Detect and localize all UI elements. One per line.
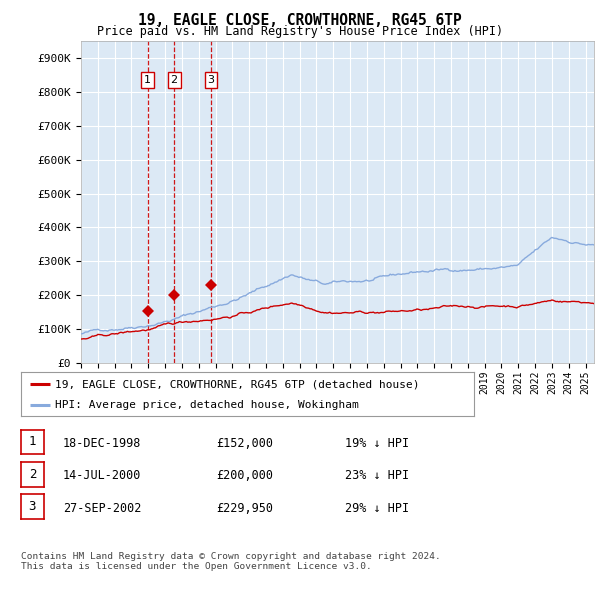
Text: 19, EAGLE CLOSE, CROWTHORNE, RG45 6TP (detached house): 19, EAGLE CLOSE, CROWTHORNE, RG45 6TP (d… bbox=[55, 379, 419, 389]
Text: Price paid vs. HM Land Registry's House Price Index (HPI): Price paid vs. HM Land Registry's House … bbox=[97, 25, 503, 38]
Text: 14-JUL-2000: 14-JUL-2000 bbox=[63, 469, 142, 482]
Text: 19, EAGLE CLOSE, CROWTHORNE, RG45 6TP: 19, EAGLE CLOSE, CROWTHORNE, RG45 6TP bbox=[138, 13, 462, 28]
Text: 3: 3 bbox=[29, 500, 36, 513]
Text: £229,950: £229,950 bbox=[216, 502, 273, 514]
Text: 19% ↓ HPI: 19% ↓ HPI bbox=[345, 437, 409, 450]
Text: 2: 2 bbox=[170, 75, 178, 85]
Text: 3: 3 bbox=[208, 75, 215, 85]
Text: HPI: Average price, detached house, Wokingham: HPI: Average price, detached house, Woki… bbox=[55, 400, 359, 410]
Text: £152,000: £152,000 bbox=[216, 437, 273, 450]
Text: 1: 1 bbox=[29, 435, 36, 448]
Text: 1: 1 bbox=[144, 75, 151, 85]
Text: Contains HM Land Registry data © Crown copyright and database right 2024.
This d: Contains HM Land Registry data © Crown c… bbox=[21, 552, 441, 571]
Text: £200,000: £200,000 bbox=[216, 469, 273, 482]
Text: 18-DEC-1998: 18-DEC-1998 bbox=[63, 437, 142, 450]
Text: 23% ↓ HPI: 23% ↓ HPI bbox=[345, 469, 409, 482]
Text: 2: 2 bbox=[29, 468, 36, 481]
Text: 27-SEP-2002: 27-SEP-2002 bbox=[63, 502, 142, 514]
Text: 29% ↓ HPI: 29% ↓ HPI bbox=[345, 502, 409, 514]
